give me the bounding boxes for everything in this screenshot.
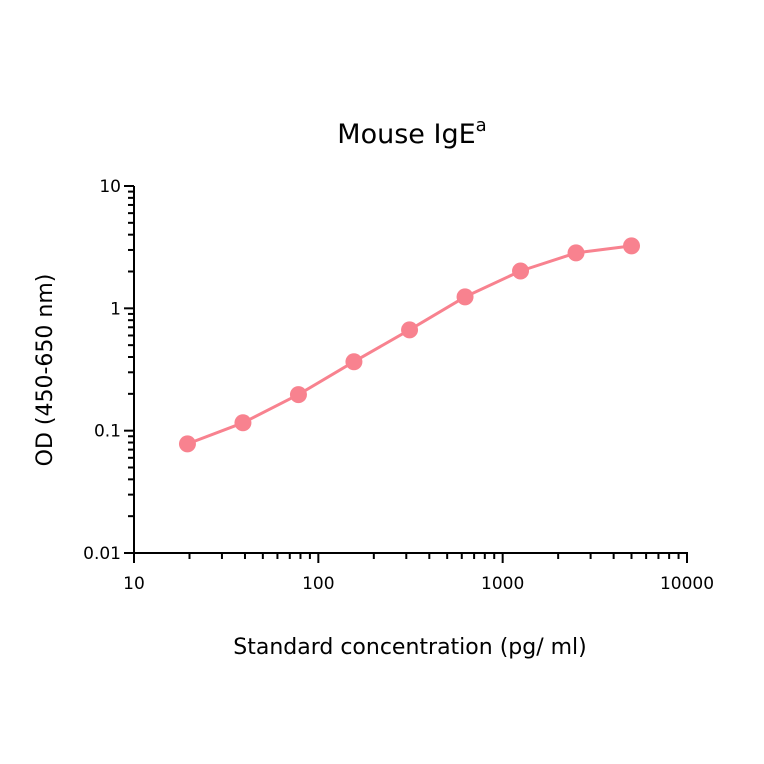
data-point — [234, 414, 252, 432]
data-point — [623, 237, 641, 255]
chart-title-superscript: a — [476, 115, 487, 136]
series-layer — [178, 237, 641, 453]
data-point — [456, 288, 474, 306]
y-tick-label: 10 — [99, 177, 121, 197]
y-tick-label: 0.1 — [94, 422, 121, 442]
data-point — [567, 244, 585, 262]
data-point — [178, 435, 196, 453]
x-tick-label: 100 — [302, 574, 334, 594]
y-tick-label: 0.01 — [83, 544, 121, 564]
axes: 10 100 1000 10000 0.01 0.1 1 10 — [83, 177, 714, 594]
chart-title: Mouse IgEa — [337, 115, 486, 150]
y-axis-label: OD (450-650 nm) — [33, 274, 58, 467]
x-tick-label: 10000 — [660, 574, 714, 594]
data-point — [401, 321, 419, 339]
x-tick-label: 1000 — [481, 574, 524, 594]
data-point — [512, 262, 530, 280]
data-point — [289, 386, 307, 404]
x-axis-label: Standard concentration (pg/ ml) — [233, 635, 586, 660]
series-line — [186, 244, 632, 446]
y-tick-label: 1 — [110, 299, 121, 319]
x-tick-label: 10 — [123, 574, 145, 594]
data-point — [345, 353, 363, 371]
